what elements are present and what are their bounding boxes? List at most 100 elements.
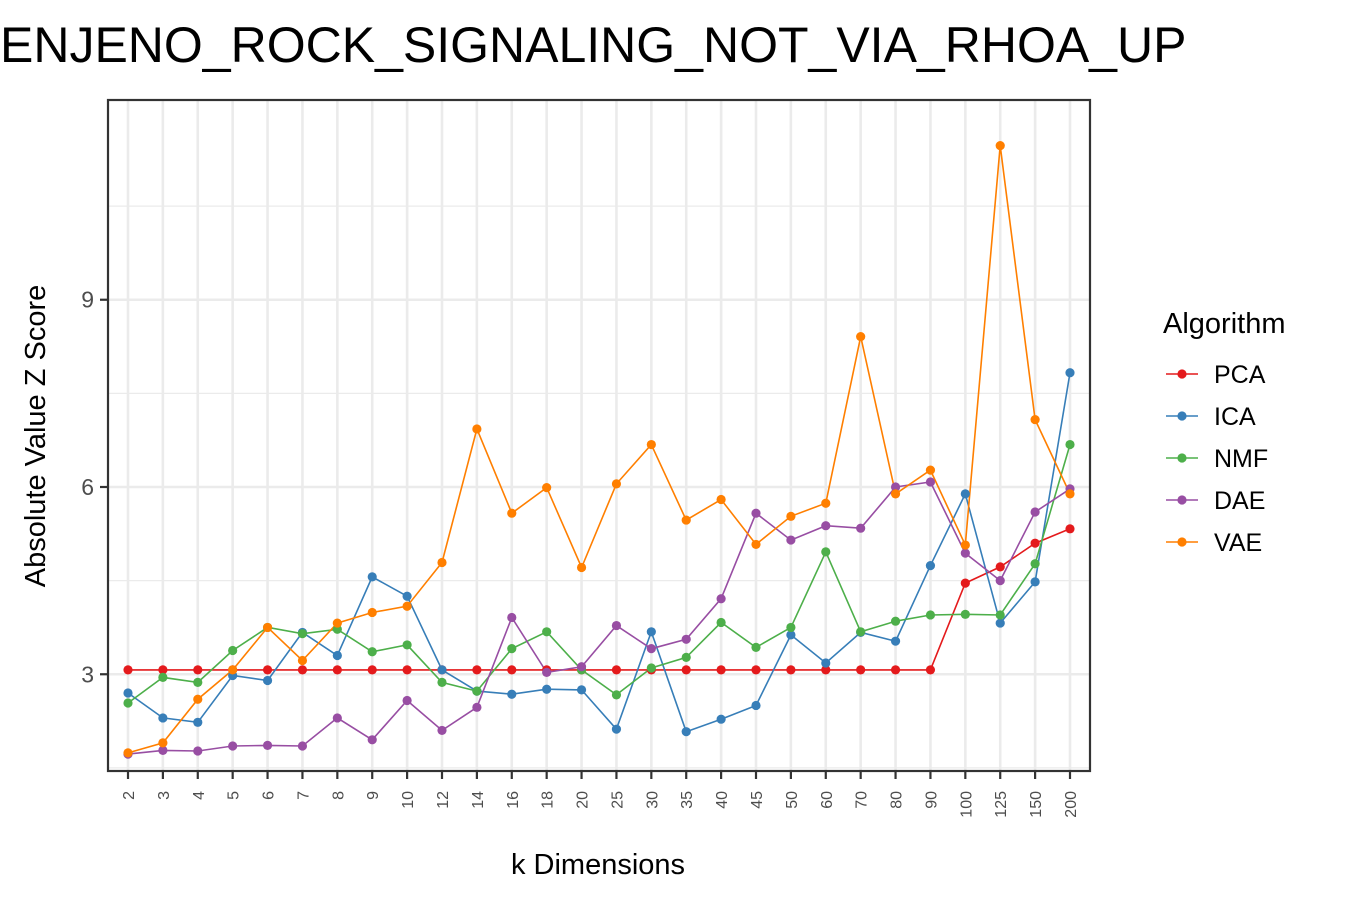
data-point-vae xyxy=(193,694,203,704)
data-point-ica xyxy=(925,561,936,571)
data-point-dae xyxy=(472,702,482,712)
data-point-ica xyxy=(716,714,726,724)
data-point-nmf xyxy=(960,609,970,619)
x-tick-label: 6 xyxy=(261,791,278,800)
data-point-ica xyxy=(995,618,1005,628)
data-point-nmf xyxy=(402,640,412,650)
data-point-ica xyxy=(158,713,168,723)
chart-title: ENJENO_ROCK_SIGNALING_NOT_VIA_RHOA_UP xyxy=(0,17,1186,73)
data-point-nmf xyxy=(507,644,517,654)
series-line-nmf xyxy=(127,444,1071,704)
data-point-ica xyxy=(576,685,587,695)
x-tick-label: 70 xyxy=(854,791,871,809)
data-point-pca xyxy=(193,665,203,675)
data-point-vae xyxy=(402,601,412,611)
data-point-dae xyxy=(890,482,901,492)
data-point-ica xyxy=(262,675,273,686)
series-line-ica xyxy=(127,372,1071,733)
data-point-nmf xyxy=(472,686,482,696)
x-tick-label: 7 xyxy=(295,791,312,800)
data-point-dae xyxy=(228,741,238,751)
data-point-ica xyxy=(821,658,831,668)
data-point-dae xyxy=(402,695,412,706)
x-tick-label: 90 xyxy=(923,791,940,809)
data-point-dae xyxy=(821,521,831,531)
data-point-vae xyxy=(297,655,308,666)
x-tick-label: 14 xyxy=(470,791,487,809)
data-point-ica xyxy=(367,572,377,582)
legend-key-point xyxy=(1177,369,1187,379)
x-tick-label: 18 xyxy=(540,791,557,809)
data-point-vae xyxy=(786,511,796,521)
data-point-pca xyxy=(507,665,517,675)
data-point-pca xyxy=(332,665,342,675)
data-point-dae xyxy=(297,741,308,751)
data-point-pca xyxy=(297,665,308,675)
data-point-ica xyxy=(193,717,203,727)
data-point-dae xyxy=(576,662,587,672)
data-point-dae xyxy=(193,746,203,756)
data-point-dae xyxy=(542,667,552,677)
x-tick-label: 16 xyxy=(505,791,522,809)
x-tick-label: 5 xyxy=(226,791,243,800)
data-point-ica xyxy=(1065,368,1075,378)
data-point-vae xyxy=(367,607,377,618)
x-tick-label: 45 xyxy=(749,791,766,809)
data-point-dae xyxy=(611,620,622,631)
data-point-vae xyxy=(158,738,168,748)
x-tick-label: 80 xyxy=(889,791,906,809)
data-point-pca xyxy=(611,665,622,675)
data-point-vae xyxy=(262,622,273,633)
data-point-nmf xyxy=(995,610,1005,620)
data-point-ica xyxy=(1030,577,1040,587)
data-point-vae xyxy=(611,479,622,489)
data-point-vae xyxy=(960,540,970,550)
legend-label-ica: ICA xyxy=(1214,403,1256,431)
data-point-dae xyxy=(925,477,936,487)
y-tick-label: 6 xyxy=(81,474,94,500)
data-point-nmf xyxy=(1065,439,1075,450)
x-tick-label: 200 xyxy=(1063,791,1080,818)
y-tick-label: 3 xyxy=(81,661,94,687)
x-tick-label: 150 xyxy=(1028,791,1045,818)
data-point-pca xyxy=(123,665,133,675)
data-point-nmf xyxy=(1030,559,1040,569)
data-point-dae xyxy=(716,594,726,604)
data-point-vae xyxy=(716,494,726,505)
series-line-dae xyxy=(127,481,1071,755)
data-point-nmf xyxy=(542,627,552,637)
x-tick-label: 125 xyxy=(993,791,1010,818)
data-point-pca xyxy=(402,665,412,675)
data-point-pca xyxy=(367,665,377,675)
data-point-pca xyxy=(821,665,831,675)
data-point-dae xyxy=(507,612,517,623)
x-tick-label: 8 xyxy=(330,791,347,800)
data-point-vae xyxy=(681,515,691,525)
data-point-pca xyxy=(925,665,936,675)
data-point-vae xyxy=(228,665,238,675)
legend-key-point xyxy=(1177,537,1187,547)
data-point-dae xyxy=(262,740,273,751)
data-point-dae xyxy=(751,508,761,518)
legend-label-pca: PCA xyxy=(1214,361,1266,389)
data-point-ica xyxy=(786,630,796,640)
data-point-nmf xyxy=(856,627,866,637)
legend-title: Algorithm xyxy=(1163,308,1286,340)
data-point-dae xyxy=(367,735,377,745)
data-point-nmf xyxy=(751,642,761,653)
data-point-dae xyxy=(332,713,342,723)
data-point-pca xyxy=(856,665,866,675)
x-tick-label: 35 xyxy=(679,791,696,809)
data-point-vae xyxy=(1030,414,1040,425)
data-point-ica xyxy=(332,650,342,661)
x-tick-label: 3 xyxy=(156,791,173,800)
data-point-pca xyxy=(716,665,726,675)
panel-border xyxy=(106,98,1092,773)
data-point-pca xyxy=(786,665,796,675)
data-point-ica xyxy=(611,724,622,734)
data-point-dae xyxy=(856,523,866,533)
data-point-nmf xyxy=(611,690,622,700)
x-tick-label: 12 xyxy=(435,791,452,809)
